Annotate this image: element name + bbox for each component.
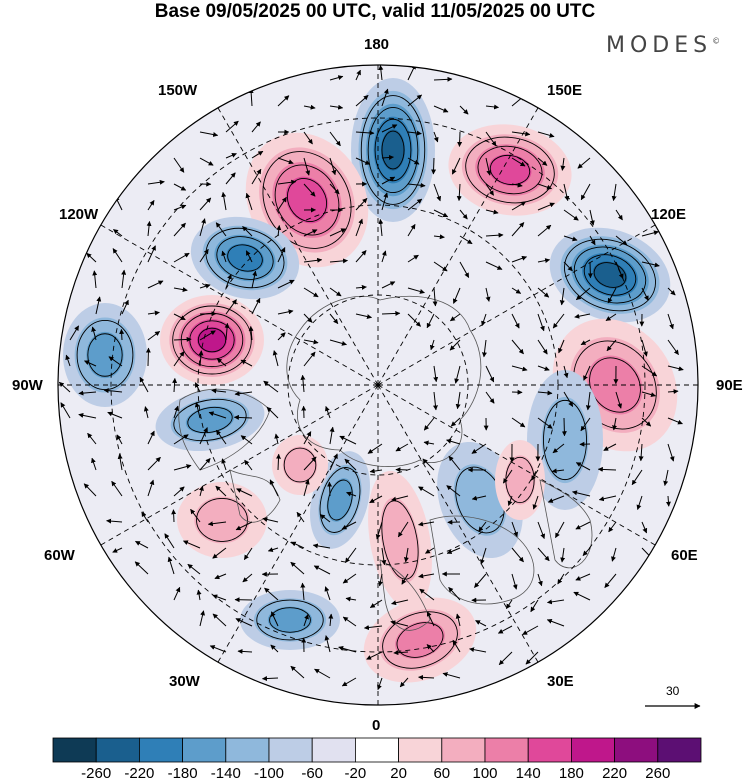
colorbar-swatch	[484, 737, 529, 763]
label-120W: 120W	[59, 206, 99, 223]
colorbar-swatch	[52, 737, 97, 763]
neg-anomaly-30W	[240, 590, 340, 650]
colorbar-tick-label: 140	[515, 765, 541, 782]
colorbar	[52, 737, 702, 763]
colorbar-tick-label: 20	[390, 765, 407, 782]
colorbar-tick-label: 260	[645, 765, 671, 782]
colorbar-swatch	[311, 737, 356, 763]
colorbar-tick-label: -260	[81, 765, 112, 782]
neg-anomaly-130W	[190, 216, 300, 300]
coastline	[178, 295, 593, 631]
label-90E: 90E	[716, 377, 743, 394]
colorbar-tick-label: -140	[210, 765, 241, 782]
colorbar-swatch	[354, 737, 399, 763]
neg-anomaly-75W	[155, 388, 265, 452]
label-150E: 150E	[547, 82, 583, 99]
colorbar-swatch	[614, 737, 659, 763]
label-30W: 30W	[169, 673, 200, 690]
pos-anomaly-0	[363, 597, 477, 683]
reference-vector-value: 30	[666, 684, 680, 698]
colorbar-tick-label: -180	[167, 765, 198, 782]
colorbar-tick-label: -60	[301, 765, 324, 782]
label-150W: 150W	[158, 82, 198, 99]
colorbar-swatch	[138, 737, 183, 763]
colorbar-tick-label: 60	[433, 765, 451, 782]
map-border	[57, 64, 699, 706]
colorbar-swatch	[527, 737, 572, 763]
brand-logo: MODES©	[606, 33, 721, 58]
pos-anomaly-15E	[368, 470, 432, 610]
graticule	[58, 65, 698, 705]
colorbar-swatch	[571, 737, 616, 763]
colorbar-tick-label: -220	[124, 765, 155, 782]
colorbar-swatch	[95, 737, 140, 763]
colorbar-swatch	[182, 737, 227, 763]
pos-anomaly-75W	[272, 435, 328, 495]
label-90W: 90W	[12, 377, 43, 394]
label-0: 0	[372, 717, 381, 734]
colorbar-swatch	[657, 737, 702, 763]
label-180: 180	[364, 36, 390, 53]
neg-anomaly-70E	[527, 370, 603, 510]
label-120E: 120E	[651, 206, 687, 223]
colorbar-tick-label: 220	[602, 765, 628, 782]
colorbar-tick-label: 180	[558, 765, 584, 782]
neg-anomaly-180	[351, 78, 435, 222]
label-60W: 60W	[44, 547, 75, 564]
label-60E: 60E	[671, 547, 698, 564]
colorbar-tick-label: -100	[253, 765, 285, 782]
pos-anomaly-60W	[177, 482, 267, 558]
map-title: Base 09/05/2025 00 UTC, valid 11/05/2025…	[154, 1, 596, 22]
colorbar-swatch	[225, 737, 270, 763]
colorbar-tick-label: -20	[344, 765, 367, 782]
colorbar-swatch	[398, 737, 443, 763]
pos-anomaly-50E	[495, 440, 545, 520]
pos-anomaly-105W	[160, 295, 264, 385]
colorbar-swatch	[441, 737, 486, 763]
colorbar-tick-label: 100	[472, 765, 498, 782]
neg-anomaly-95W	[63, 303, 147, 407]
colorbar-swatch	[268, 737, 313, 763]
pos-anomaly-150E	[448, 124, 572, 216]
label-30E: 30E	[547, 673, 574, 690]
